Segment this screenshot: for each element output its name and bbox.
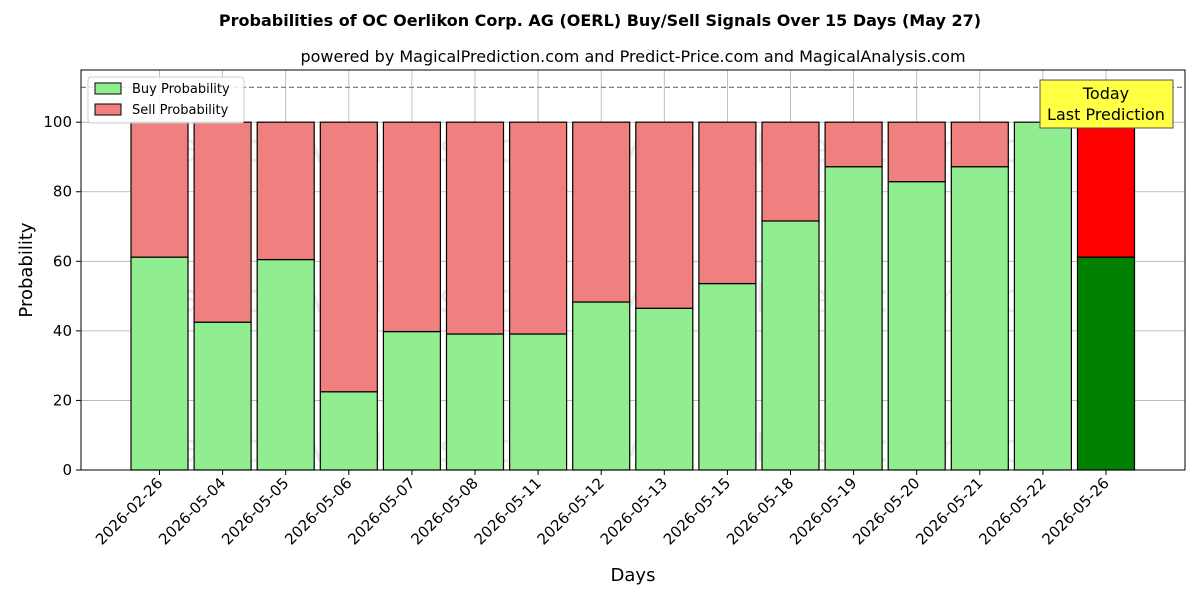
annotation-line1: Today xyxy=(1082,84,1129,103)
legend-swatch xyxy=(94,103,122,116)
chart-subtitle: powered by MagicalPrediction.com and Pre… xyxy=(300,47,965,66)
buy-bar xyxy=(698,282,757,471)
annotation-frame xyxy=(1039,79,1174,129)
y-tick-label: 60 xyxy=(53,252,72,270)
sell-bar xyxy=(698,121,757,285)
x-tick-label: 2026-05-18 xyxy=(723,474,797,548)
x-tick-label: 2026-05-11 xyxy=(471,474,545,548)
x-tick-label: 2026-05-06 xyxy=(281,474,355,548)
x-tick-label: 2026-05-07 xyxy=(344,474,418,548)
sell-bar xyxy=(319,121,378,393)
chart-title: Probabilities of OC Oerlikon Corp. AG (O… xyxy=(219,11,981,30)
buy-bar xyxy=(887,181,946,471)
buy-bar xyxy=(256,258,315,471)
buy-bar xyxy=(572,301,631,471)
y-tick-label: 80 xyxy=(53,183,72,201)
sell-bar xyxy=(1076,121,1136,258)
x-tick-label: 2026-05-04 xyxy=(155,474,229,548)
sell-bar xyxy=(445,121,505,335)
legend-frame xyxy=(87,76,245,124)
buy-bar xyxy=(635,307,694,471)
annotation-line2: Last Prediction xyxy=(1047,105,1165,124)
x-tick-label: 2026-05-12 xyxy=(534,474,608,548)
y-tick-label: 100 xyxy=(43,113,72,131)
sell-bar xyxy=(256,121,315,261)
x-axis-label: Days xyxy=(611,565,656,586)
x-tick-label: 2026-05-26 xyxy=(1038,474,1112,548)
x-tick-label: 2026-05-19 xyxy=(786,474,860,548)
legend-label: Sell Probability xyxy=(132,103,229,118)
legend-label: Buy Probability xyxy=(132,82,230,97)
buy-bar xyxy=(824,166,883,471)
x-tick-label: 2026-05-15 xyxy=(660,474,734,548)
buy-bar xyxy=(950,166,1009,471)
buy-bar xyxy=(319,391,378,471)
sell-bar xyxy=(824,121,883,168)
buy-bar xyxy=(1076,256,1136,471)
buy-bar xyxy=(509,333,568,471)
buy-bar xyxy=(382,330,441,471)
y-ticks: 0 20 40 60 80 100 xyxy=(43,113,81,479)
sell-bar xyxy=(950,121,1009,168)
x-tick-label: 2026-05-13 xyxy=(597,474,671,548)
annotation-box: Today Last Prediction xyxy=(1039,79,1174,129)
buy-bar xyxy=(445,333,505,471)
x-tick-label: 2026-05-22 xyxy=(975,474,1049,548)
y-tick-label: 40 xyxy=(53,322,72,340)
x-tick-label: 2026-02-26 xyxy=(92,474,166,548)
sell-bar xyxy=(193,121,252,323)
plot-frame xyxy=(80,69,1186,471)
x-tick-label: 2026-05-05 xyxy=(218,474,292,548)
y-axis-label: Probability xyxy=(16,222,37,317)
y-tick-label: 0 xyxy=(62,461,72,479)
sell-bar xyxy=(382,121,441,333)
sell-bar xyxy=(761,121,820,222)
bars xyxy=(130,121,1136,471)
sell-bar xyxy=(130,121,189,258)
y-tick-label: 20 xyxy=(53,391,72,409)
x-tick-label: 2026-05-21 xyxy=(912,474,986,548)
sell-bar xyxy=(572,121,631,303)
x-ticks: 2026-02-262026-05-042026-05-052026-05-06… xyxy=(92,470,1113,548)
buy-bar xyxy=(761,220,820,471)
buy-bar xyxy=(130,256,189,471)
sell-bar xyxy=(509,121,568,335)
buy-bar xyxy=(193,321,252,471)
buy-bar xyxy=(1013,121,1073,471)
sell-bar xyxy=(887,121,946,183)
sell-bar xyxy=(635,121,694,309)
legend-swatch xyxy=(94,82,122,95)
legend: Buy Probability Sell Probability xyxy=(87,76,245,124)
x-tick-label: 2026-05-20 xyxy=(849,474,923,548)
x-tick-label: 2026-05-08 xyxy=(407,474,481,548)
